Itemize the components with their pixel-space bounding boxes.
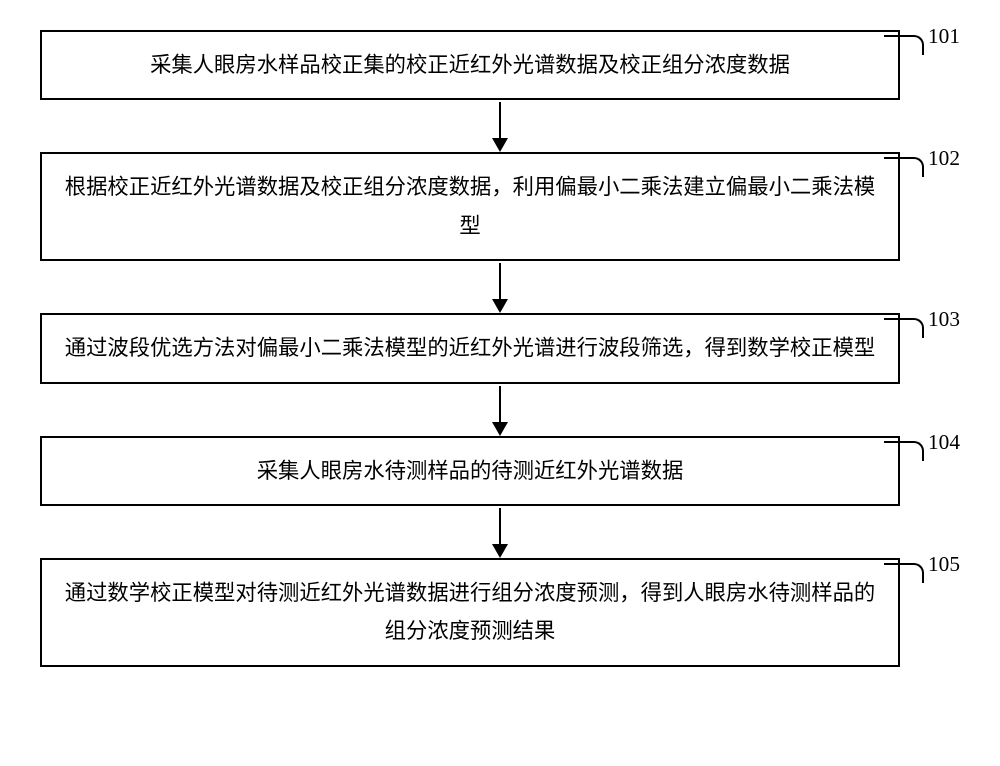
label-text: 102 <box>928 146 960 171</box>
step-box-103: 通过波段优选方法对偏最小二乘法模型的近红外光谱进行波段筛选，得到数学校正模型 <box>40 313 900 383</box>
arrow-down-icon <box>499 386 501 434</box>
arrow-down-icon <box>499 102 501 150</box>
step-row: 采集人眼房水待测样品的待测近红外光谱数据 104 <box>40 436 960 506</box>
step-row: 根据校正近红外光谱数据及校正组分浓度数据，利用偏最小二乘法建立偏最小二乘法模型 … <box>40 152 960 261</box>
step-label-104: 104 <box>884 436 960 461</box>
step-row: 通过波段优选方法对偏最小二乘法模型的近红外光谱进行波段筛选，得到数学校正模型 1… <box>40 313 960 383</box>
arrow-down-icon <box>499 508 501 556</box>
flowchart-container: 采集人眼房水样品校正集的校正近红外光谱数据及校正组分浓度数据 101 根据校正近… <box>40 30 960 667</box>
step-label-103: 103 <box>884 313 960 338</box>
step-label-101: 101 <box>884 30 960 55</box>
step-label-102: 102 <box>884 152 960 177</box>
step-text: 通过数学校正模型对待测近红外光谱数据进行组分浓度预测，得到人眼房水待测样品的组分… <box>65 581 875 643</box>
step-box-102: 根据校正近红外光谱数据及校正组分浓度数据，利用偏最小二乘法建立偏最小二乘法模型 <box>40 152 900 261</box>
step-box-104: 采集人眼房水待测样品的待测近红外光谱数据 <box>40 436 900 506</box>
leader-line-icon <box>884 318 924 338</box>
step-text: 采集人眼房水待测样品的待测近红外光谱数据 <box>257 459 684 483</box>
step-label-105: 105 <box>884 558 960 583</box>
step-box-101: 采集人眼房水样品校正集的校正近红外光谱数据及校正组分浓度数据 <box>40 30 900 100</box>
leader-line-icon <box>884 441 924 461</box>
label-text: 101 <box>928 24 960 49</box>
step-box-105: 通过数学校正模型对待测近红外光谱数据进行组分浓度预测，得到人眼房水待测样品的组分… <box>40 558 900 667</box>
step-text: 采集人眼房水样品校正集的校正近红外光谱数据及校正组分浓度数据 <box>150 53 790 77</box>
step-text: 通过波段优选方法对偏最小二乘法模型的近红外光谱进行波段筛选，得到数学校正模型 <box>65 336 875 360</box>
label-text: 105 <box>928 552 960 577</box>
leader-line-icon <box>884 157 924 177</box>
label-text: 103 <box>928 307 960 332</box>
label-text: 104 <box>928 430 960 455</box>
arrow-down-icon <box>499 263 501 311</box>
leader-line-icon <box>884 563 924 583</box>
step-row: 通过数学校正模型对待测近红外光谱数据进行组分浓度预测，得到人眼房水待测样品的组分… <box>40 558 960 667</box>
step-text: 根据校正近红外光谱数据及校正组分浓度数据，利用偏最小二乘法建立偏最小二乘法模型 <box>65 175 875 237</box>
step-row: 采集人眼房水样品校正集的校正近红外光谱数据及校正组分浓度数据 101 <box>40 30 960 100</box>
leader-line-icon <box>884 35 924 55</box>
